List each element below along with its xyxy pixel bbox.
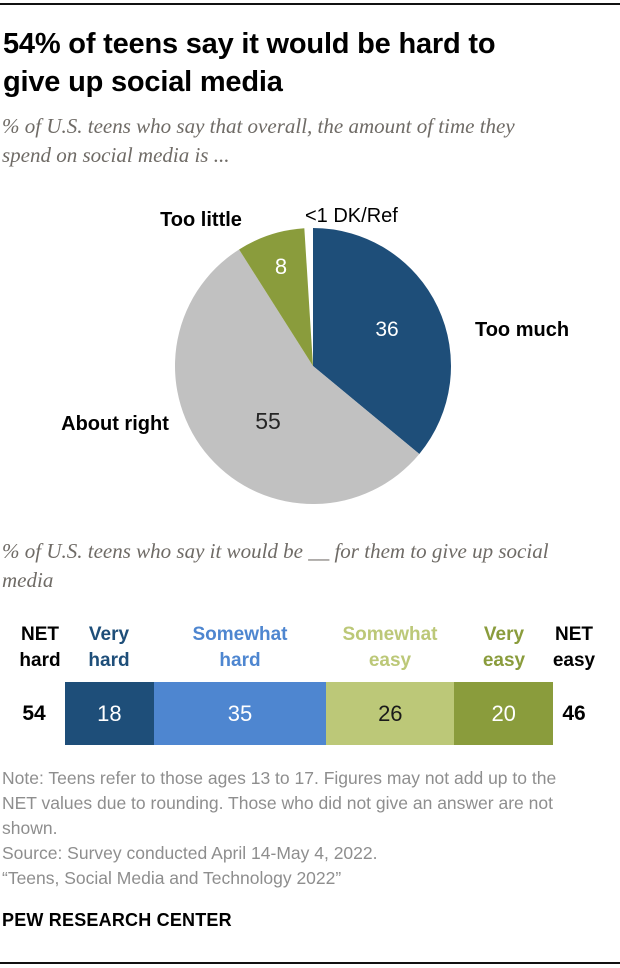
bar-header-very-hard: Very hard bbox=[88, 624, 130, 671]
bar-segment-very-easy: 20 bbox=[454, 682, 553, 745]
pie-label-dk-ref: <1 DK/Ref bbox=[305, 205, 398, 227]
pie-chart: Too little <1 DK/Ref Too much About righ… bbox=[61, 205, 569, 505]
pie-value-about-right: 55 bbox=[255, 408, 281, 434]
pie-subtitle: % of U.S. teens who say that overall, th… bbox=[2, 114, 515, 167]
citation-text: “Teens, Social Media and Technology 2022… bbox=[2, 868, 342, 888]
bar-segment-value: 18 bbox=[97, 700, 122, 726]
bar-segment-very-hard: 18 bbox=[65, 682, 154, 745]
bar-segment-somewhat-hard: 35 bbox=[153, 682, 327, 745]
bar-header-very-easy: Very easy bbox=[482, 624, 526, 671]
bar-subtitle: % of U.S. teens who say it would be __ f… bbox=[2, 539, 549, 592]
pie-slice-too-little bbox=[239, 228, 313, 366]
bar-header-net-easy: NET easy bbox=[552, 624, 596, 671]
net-easy-value: 46 bbox=[562, 702, 586, 725]
pie-label-too-little: Too little bbox=[160, 209, 242, 231]
bar-header-net-hard: NET hard bbox=[19, 624, 61, 671]
pie-slice-too-much bbox=[313, 228, 451, 454]
page-title: 54% of teens say it would be hard to giv… bbox=[3, 28, 496, 98]
pie-value-too-little: 8 bbox=[275, 254, 287, 279]
source-text: Source: Survey conducted April 14-May 4,… bbox=[2, 843, 378, 863]
pie-label-about-right: About right bbox=[61, 413, 169, 435]
stacked-bar: 18 35 26 20 bbox=[65, 682, 553, 745]
bottom-divider bbox=[0, 962, 620, 964]
bar-segment-value: 20 bbox=[491, 700, 516, 726]
footnotes: Note: Teens refer to those ages 13 to 17… bbox=[2, 766, 582, 891]
net-hard-value: 54 bbox=[22, 702, 46, 725]
note-text: Note: Teens refer to those ages 13 to 17… bbox=[2, 768, 557, 838]
pew-research-center-logo: PEW RESEARCH CENTER bbox=[2, 910, 232, 930]
bar-header-somewhat-easy: Somewhat easy bbox=[342, 624, 438, 671]
bar-segment-value: 26 bbox=[378, 700, 403, 726]
bar-segment-value: 35 bbox=[227, 700, 253, 726]
top-divider bbox=[0, 3, 620, 5]
bar-header-somewhat-hard: Somewhat hard bbox=[192, 624, 288, 671]
pie-value-too-much: 36 bbox=[375, 318, 398, 341]
pie-label-too-much: Too much bbox=[475, 319, 569, 341]
bar-segment-somewhat-easy: 26 bbox=[326, 682, 455, 745]
pie-slice-about-right bbox=[174, 249, 420, 505]
